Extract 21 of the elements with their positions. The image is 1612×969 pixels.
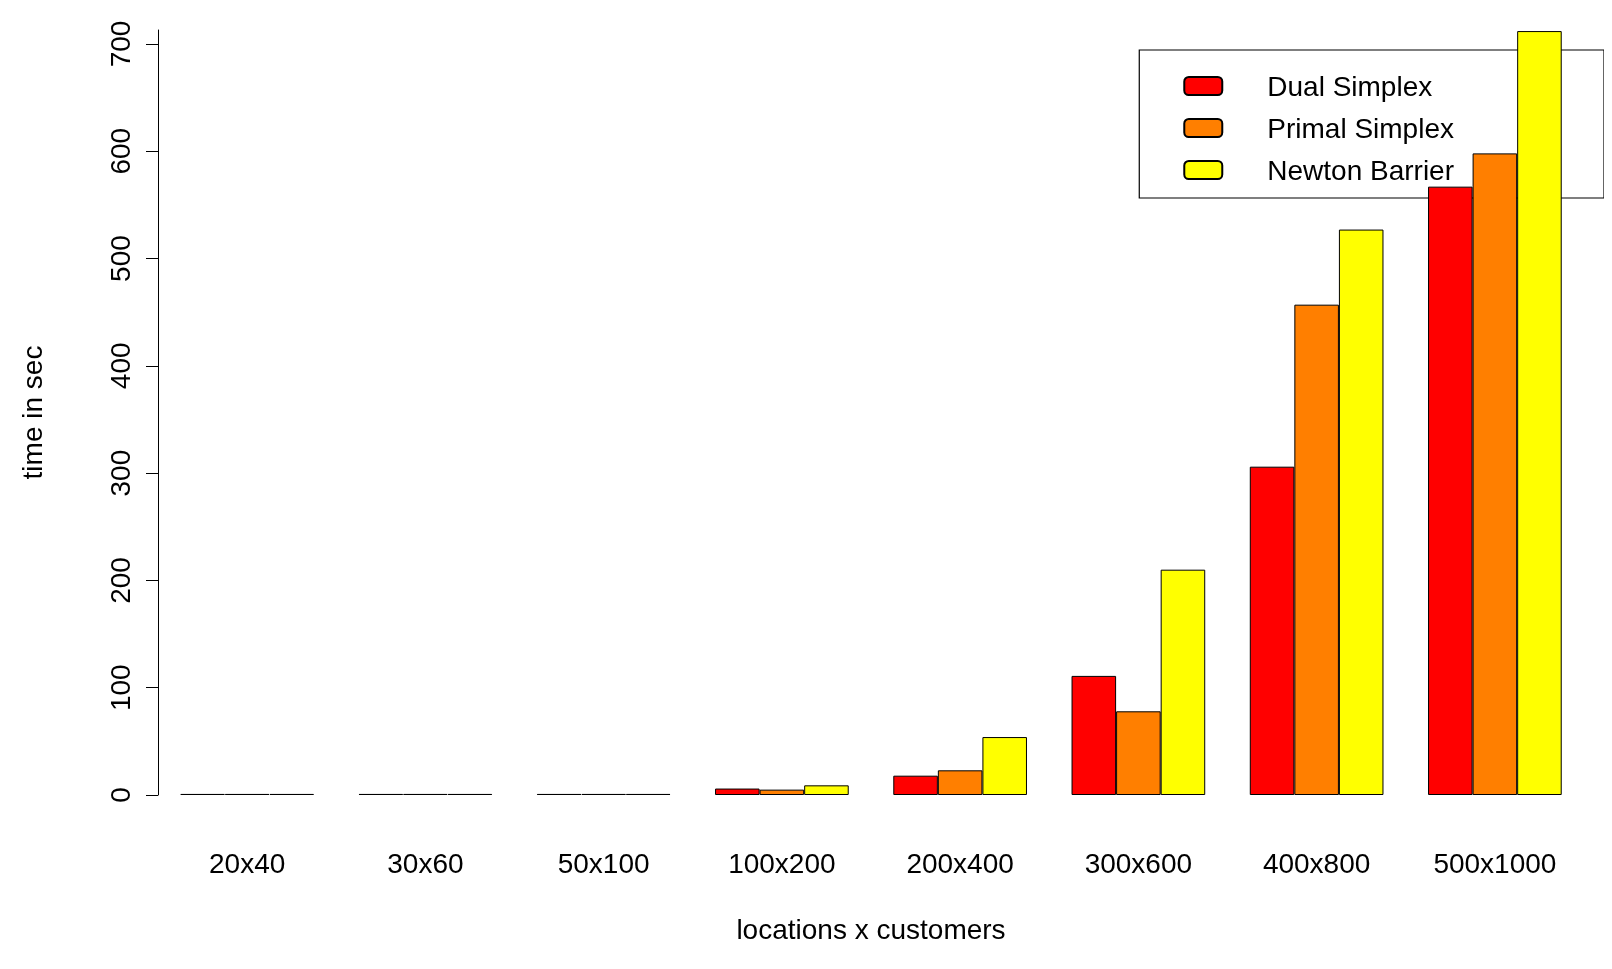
legend-label: Primal Simplex (1267, 112, 1454, 144)
y-tick-label: 300 (104, 449, 136, 497)
legend-label: Newton Barrier (1267, 154, 1454, 186)
y-tick-label: 0 (104, 787, 136, 803)
y-tick-label: 500 (104, 235, 136, 282)
y-tick-label: 200 (104, 557, 136, 604)
x-tick-label: 30x60 (387, 847, 464, 879)
y-tick-label: 100 (104, 664, 136, 712)
x-tick-label: 200x400 (906, 847, 1014, 879)
legend-label: Dual Simplex (1267, 70, 1433, 102)
x-tick-label: 300x600 (1084, 847, 1193, 879)
y-tick-label: 400 (104, 342, 136, 390)
y-tick-label: 700 (104, 20, 136, 68)
x-tick-label: 50x100 (557, 847, 650, 879)
x-tick-label: 100x200 (728, 847, 836, 879)
x-axis-title: locations x customers (736, 913, 1006, 945)
x-tick-label: 20x40 (208, 847, 286, 879)
x-tick-label: 500x1000 (1433, 847, 1557, 879)
y-axis-title: time in sec (16, 345, 48, 480)
x-tick-label: 400x800 (1262, 847, 1371, 879)
y-tick-label: 600 (104, 127, 136, 175)
